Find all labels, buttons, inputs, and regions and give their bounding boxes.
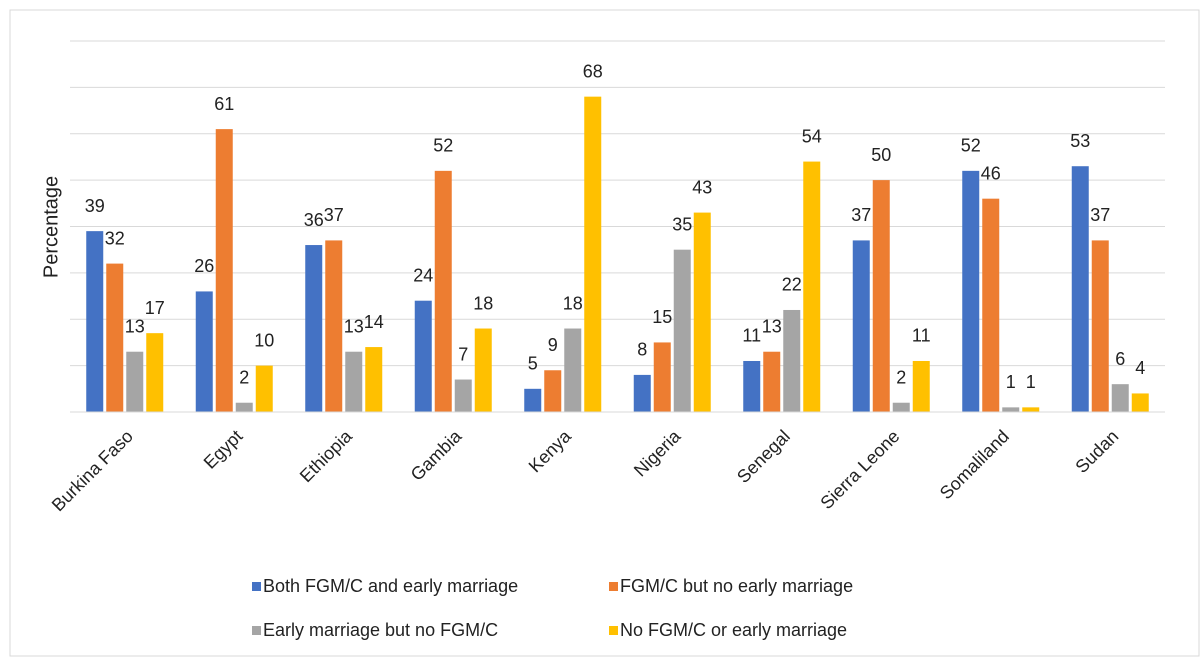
bar	[743, 360, 761, 412]
bar	[1071, 166, 1089, 412]
y-axis-title: Percentage	[40, 176, 62, 278]
value-label: 4	[1135, 358, 1145, 378]
value-label: 14	[364, 312, 384, 332]
bar	[106, 263, 124, 412]
bar	[195, 291, 213, 412]
value-label: 36	[304, 210, 324, 230]
value-label: 50	[871, 145, 891, 165]
bar	[1131, 393, 1149, 412]
bar	[803, 161, 821, 412]
value-label: 24	[413, 265, 433, 285]
legend-swatch	[609, 582, 618, 591]
value-label: 18	[473, 293, 493, 313]
legend-label: Both FGM/C and early marriage	[263, 576, 518, 596]
legend-swatch	[609, 626, 618, 635]
legend-swatch	[252, 582, 261, 591]
value-label: 10	[254, 330, 274, 350]
bar	[584, 96, 602, 413]
bar	[474, 328, 492, 412]
bar	[1091, 240, 1109, 412]
value-label: 26	[194, 256, 214, 276]
bar	[653, 342, 671, 412]
value-label: 37	[324, 205, 344, 225]
value-label: 13	[762, 316, 782, 336]
bar	[564, 328, 582, 412]
bar	[693, 212, 711, 412]
value-label: 32	[105, 228, 125, 248]
value-label: 39	[85, 196, 105, 216]
bar	[146, 333, 164, 412]
chart-border	[9, 9, 1200, 657]
bar	[305, 245, 323, 412]
value-label: 13	[344, 316, 364, 336]
bar	[982, 198, 1000, 412]
bar	[892, 402, 910, 412]
bar	[215, 129, 233, 413]
value-label: 6	[1115, 349, 1125, 369]
value-label: 52	[961, 136, 981, 156]
value-label: 8	[637, 340, 647, 360]
value-label: 68	[583, 61, 603, 81]
legend-label: No FGM/C or early marriage	[620, 620, 847, 640]
bar	[962, 170, 980, 412]
bar	[673, 249, 691, 412]
bar	[255, 365, 273, 412]
bar	[852, 240, 870, 412]
value-label: 9	[548, 335, 558, 355]
value-label: 5	[528, 354, 538, 374]
bar	[325, 240, 343, 412]
value-label: 35	[672, 214, 692, 234]
legend-swatch	[252, 626, 261, 635]
value-label: 2	[896, 367, 906, 387]
bar	[1111, 384, 1129, 412]
value-label: 1	[1006, 372, 1016, 392]
bar	[365, 347, 383, 412]
bar	[872, 180, 890, 412]
bar	[434, 170, 452, 412]
bar	[414, 300, 432, 412]
bar	[86, 231, 104, 412]
bar	[126, 351, 144, 412]
value-label: 37	[1090, 205, 1110, 225]
bar	[1022, 407, 1040, 412]
value-label: 52	[433, 136, 453, 156]
value-label: 2	[239, 367, 249, 387]
bar	[783, 309, 801, 412]
value-label: 7	[458, 344, 468, 364]
legend-label: Early marriage but no FGM/C	[263, 620, 498, 640]
bar	[633, 374, 651, 412]
value-label: 1	[1026, 372, 1036, 392]
value-label: 17	[145, 298, 165, 318]
value-label: 18	[563, 293, 583, 313]
value-label: 13	[125, 316, 145, 336]
bar	[524, 388, 542, 412]
bar	[544, 370, 562, 412]
bar	[912, 360, 930, 412]
value-label: 11	[742, 326, 761, 346]
bar	[345, 351, 363, 412]
bar	[763, 351, 781, 412]
value-label: 53	[1070, 131, 1090, 151]
value-label: 11	[912, 326, 931, 346]
value-label: 15	[652, 307, 672, 327]
value-label: 54	[802, 126, 822, 146]
bar	[454, 379, 472, 412]
bar	[235, 402, 253, 412]
legend-label: FGM/C but no early marriage	[620, 576, 853, 596]
value-label: 22	[782, 275, 802, 295]
value-label: 61	[214, 94, 234, 114]
value-label: 46	[981, 163, 1001, 183]
value-label: 43	[692, 177, 712, 197]
value-label: 37	[851, 205, 871, 225]
bar	[1002, 407, 1020, 412]
